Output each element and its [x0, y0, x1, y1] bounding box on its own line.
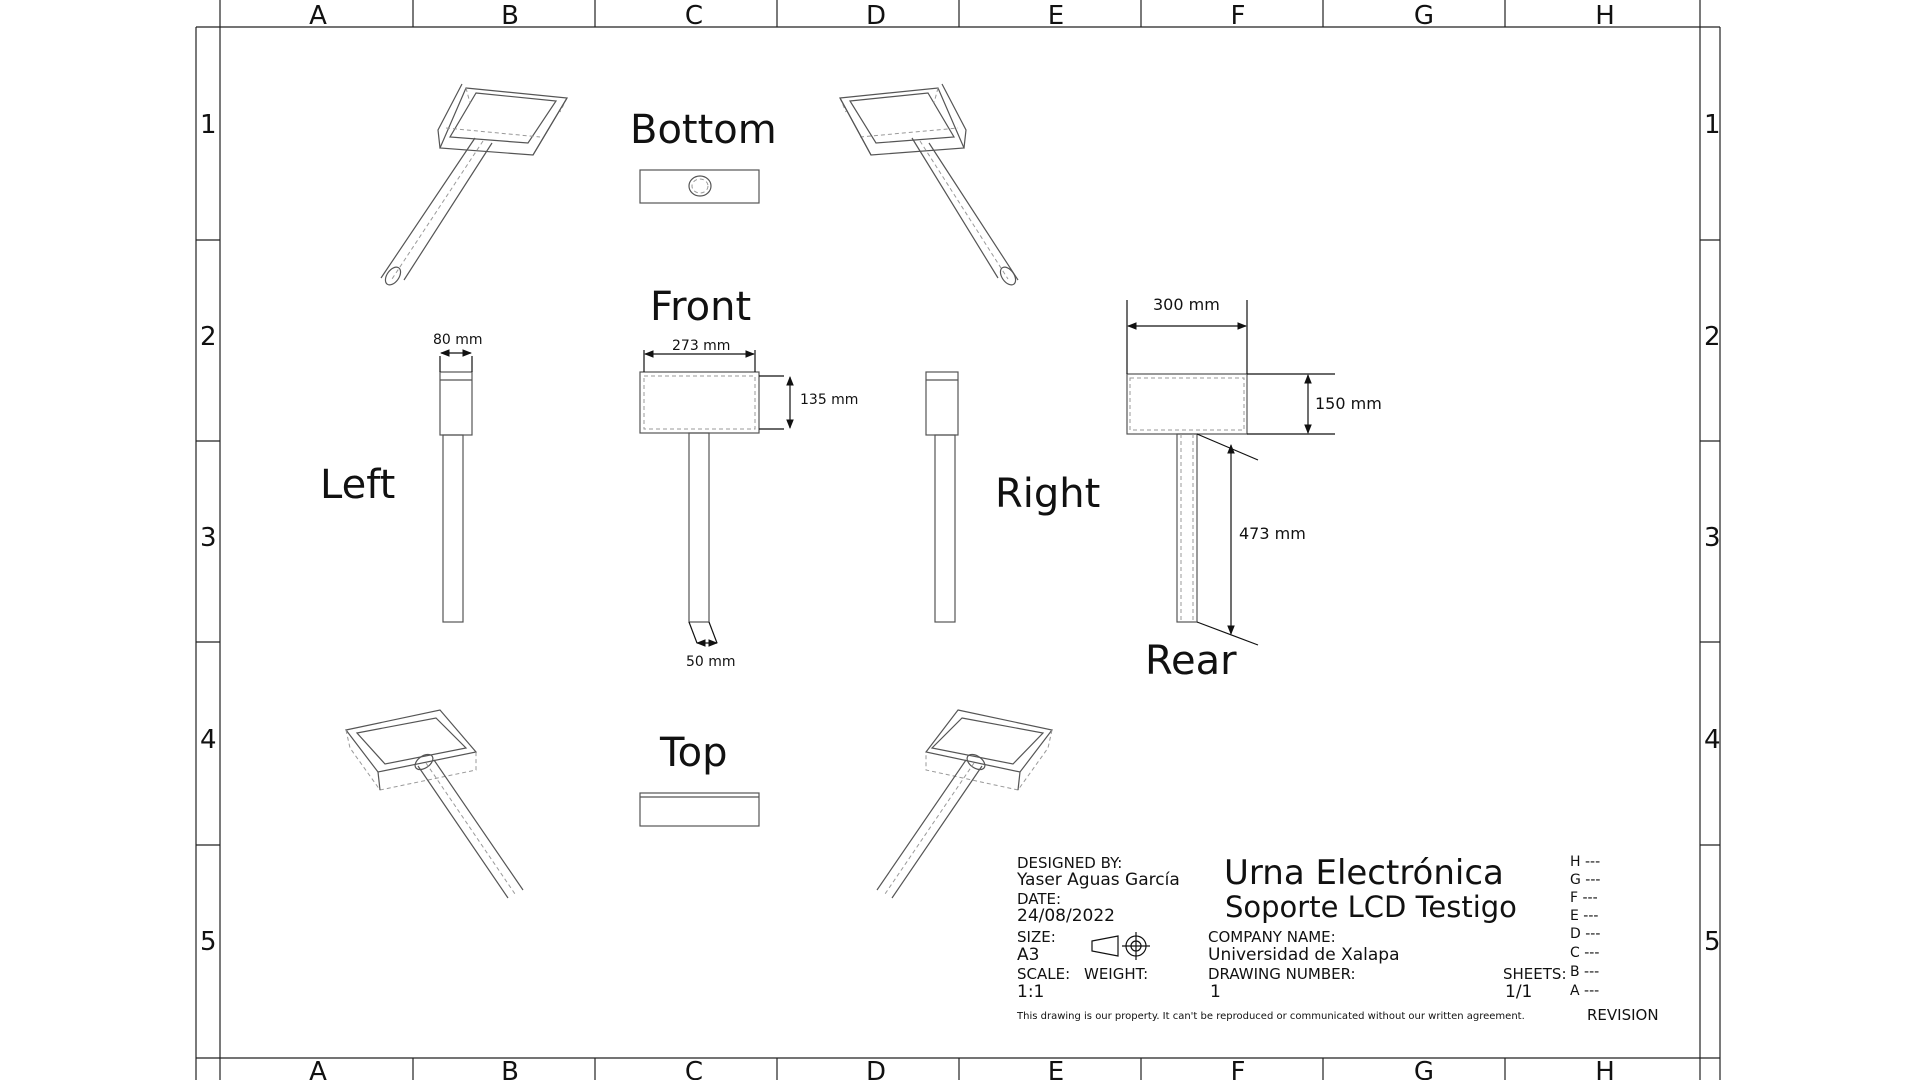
zone-column-label: C	[685, 1, 703, 31]
revision-entry: A ---	[1570, 983, 1599, 999]
zone-row-label: 3	[200, 523, 217, 553]
zone-columns-bottom: A B C D E F G H	[309, 1057, 1615, 1080]
dimension-front-width	[643, 350, 756, 372]
dimension-label: 150 mm	[1315, 394, 1382, 413]
zone-rows: 1 2 3 4 5 1 2 3 4 5	[200, 110, 1721, 957]
zone-column-label: F	[1231, 1057, 1246, 1080]
top-view	[639, 792, 760, 827]
zone-row-label: 2	[1704, 322, 1721, 352]
zone-column-label: H	[1595, 1, 1615, 31]
scale-label: SCALE:	[1017, 965, 1070, 983]
bottom-view	[639, 169, 760, 204]
view-label-top: Top	[659, 730, 728, 776]
iso-view-top-left	[380, 83, 568, 286]
zone-column-label: G	[1414, 1057, 1434, 1080]
zone-column-label: B	[501, 1, 519, 31]
right-view	[925, 371, 959, 623]
date-label: DATE:	[1017, 890, 1061, 908]
drawing-title: Urna Electrónica	[1224, 853, 1504, 893]
zone-columns-top: A B C D E F G H	[309, 1, 1615, 31]
designed-by-value: Yaser Aguas García	[1016, 870, 1180, 890]
sheets-label: SHEETS:	[1503, 965, 1567, 983]
dimension-front-tube	[688, 621, 718, 647]
sheet-frame	[195, 0, 1721, 1080]
rear-view	[1126, 373, 1248, 623]
drawing-number-value: 1	[1210, 982, 1221, 1002]
drawing-number-label: DRAWING NUMBER:	[1208, 965, 1356, 983]
zone-row-label: 5	[200, 927, 217, 957]
dimension-rear-tube	[1196, 433, 1259, 646]
view-label-bottom: Bottom	[630, 107, 777, 153]
revision-label: REVISION	[1587, 1006, 1659, 1024]
zone-column-label: G	[1414, 1, 1434, 31]
revision-list: H --- G --- F --- E --- D --- C --- B --…	[1570, 854, 1600, 999]
dimension-left-width	[439, 349, 473, 372]
size-label: SIZE:	[1017, 928, 1056, 946]
zone-column-label: D	[866, 1, 886, 31]
dimension-rear-height	[1247, 373, 1335, 435]
zone-row-label: 1	[200, 110, 217, 140]
zone-column-label: C	[685, 1057, 703, 1080]
view-label-right: Right	[995, 471, 1100, 517]
front-view	[639, 371, 760, 623]
size-value: A3	[1017, 945, 1039, 965]
zone-column-label: B	[501, 1057, 519, 1080]
dimension-front-height	[759, 375, 794, 430]
dimension-label: 473 mm	[1239, 524, 1306, 543]
dimension-label: 300 mm	[1153, 295, 1220, 314]
view-label-rear: Rear	[1145, 638, 1237, 684]
title-block: DESIGNED BY: Yaser Aguas García DATE: 24…	[1016, 853, 1659, 1024]
company-value: Universidad de Xalapa	[1208, 945, 1400, 965]
dimension-label: 273 mm	[672, 338, 730, 354]
zone-column-label: A	[309, 1057, 327, 1080]
zone-column-label: D	[866, 1057, 886, 1080]
zone-row-label: 4	[200, 725, 217, 755]
dimension-label: 80 mm	[433, 332, 483, 348]
revision-entry: F ---	[1570, 890, 1598, 906]
sheets-value: 1/1	[1505, 982, 1532, 1002]
dimension-label: 135 mm	[800, 392, 858, 408]
designed-by-label: DESIGNED BY:	[1017, 854, 1122, 872]
revision-entry: H ---	[1570, 854, 1600, 870]
iso-view-bottom-left	[344, 709, 524, 899]
dimension-label: 50 mm	[686, 654, 736, 670]
legal-notice: This drawing is our property. It can't b…	[1016, 1011, 1525, 1022]
zone-column-label: E	[1048, 1, 1064, 31]
scale-value: 1:1	[1017, 982, 1044, 1002]
company-label: COMPANY NAME:	[1208, 928, 1336, 946]
zone-row-label: 2	[200, 322, 217, 352]
revision-entry: G ---	[1570, 872, 1600, 888]
view-label-left: Left	[320, 462, 395, 508]
date-value: 24/08/2022	[1017, 906, 1115, 926]
dimension-rear-width	[1126, 300, 1248, 374]
projection-symbol-icon	[1091, 932, 1150, 960]
drawing-subtitle: Soporte LCD Testigo	[1225, 890, 1517, 924]
revision-entry: B ---	[1570, 964, 1599, 980]
zone-column-label: H	[1595, 1057, 1615, 1080]
revision-entry: C ---	[1570, 945, 1599, 961]
zone-row-label: 5	[1704, 927, 1721, 957]
zone-row-label: 3	[1704, 523, 1721, 553]
zone-row-label: 4	[1704, 725, 1721, 755]
zone-column-label: F	[1231, 1, 1246, 31]
left-view	[439, 371, 473, 623]
zone-column-label: E	[1048, 1057, 1064, 1080]
zone-row-label: 1	[1704, 110, 1721, 140]
iso-view-top-right	[839, 83, 1019, 286]
view-label-front: Front	[650, 284, 751, 330]
revision-entry: D ---	[1570, 926, 1600, 942]
weight-label: WEIGHT:	[1084, 965, 1148, 983]
revision-entry: E ---	[1570, 908, 1598, 924]
zone-column-label: A	[309, 1, 327, 31]
iso-view-bottom-right	[876, 709, 1054, 899]
